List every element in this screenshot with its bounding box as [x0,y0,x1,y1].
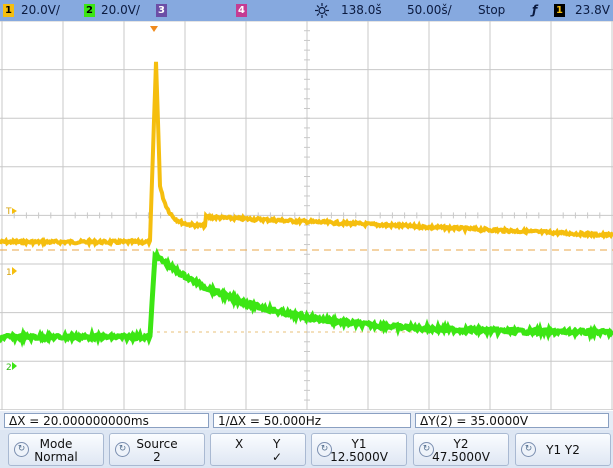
delta-y-readout: ΔY(2) = 35.0000V [415,413,609,428]
knob-icon: ↻ [317,442,332,457]
graticule [0,21,613,410]
knob-icon: ↻ [521,442,536,457]
inverse-delta-x-readout: 1/ΔX = 50.000Hz [213,413,411,428]
ch1-trigger-marker[interactable]: T [5,207,17,217]
x-y-softkey[interactable]: X Y ✓ [210,433,306,466]
knob-icon: ↻ [419,442,434,457]
y2-softkey[interactable]: ↻ Y2 47.5000V [413,433,509,466]
knob-icon: ↻ [14,442,29,457]
timebase[interactable]: 50.00š/ [407,3,452,17]
source-value: 2 [153,450,161,464]
ch4-indicator[interactable]: 4 [236,4,247,17]
ch2-scale[interactable]: 20.0V/ [101,3,140,17]
y1-value: 12.5000V [330,450,388,464]
y1-y2-label: Y1 Y2 [546,443,580,457]
y1-y2-softkey[interactable]: ↻ Y1 Y2 [515,433,611,466]
ch1-waveform [0,61,613,249]
y-label: Y [273,437,281,451]
waveform-display[interactable]: T 1 2 [0,21,613,410]
ch2-waveform [0,247,613,348]
mode-value: Normal [34,450,78,464]
x-label: X [235,437,244,451]
y1-softkey[interactable]: ↻ Y1 12.5000V [311,433,407,466]
ch1-scale[interactable]: 20.0V/ [21,3,60,17]
ch2-ground-marker[interactable]: 2 [6,362,17,373]
mode-label: Mode [39,437,73,451]
run-state[interactable]: Stop [478,3,506,17]
source-softkey[interactable]: ↻ Source 2 [109,433,205,466]
trigger-source-indicator[interactable]: 1 [554,4,565,17]
mode-softkey[interactable]: ↻ Mode Normal [8,433,104,466]
knob-icon: ↻ [115,442,130,457]
trigger-position-marker[interactable] [150,26,158,32]
ch3-indicator[interactable]: 3 [156,4,167,17]
svg-text:1: 1 [6,268,12,278]
y2-label: Y2 [453,437,469,451]
trigger-edge-icon: ƒ [532,3,538,17]
svg-text:T: T [5,207,12,217]
source-label: Source [136,437,178,451]
softkey-bar: ↻ Mode Normal ↻ Source 2 X Y ✓ ↻ Y1 12.5… [0,430,613,468]
sun-cursor-icon [314,0,330,21]
ch2-indicator[interactable]: 2 [84,4,95,17]
trigger-position[interactable]: 138.0š [341,3,382,17]
ch1-ground-marker[interactable]: 1 [6,267,17,278]
y2-value: 47.5000V [432,450,490,464]
svg-text:2: 2 [6,363,12,373]
measurement-row: ΔX = 20.000000000ms 1/ΔX = 50.000Hz ΔY(2… [0,411,613,430]
check-icon: ✓ [272,450,283,464]
status-bar: 1 20.0V/ 2 20.0V/ 3 4 138.0š 50.00š/ Sto… [0,0,613,21]
ch1-indicator[interactable]: 1 [3,4,14,17]
trigger-level[interactable]: 23.8V [575,3,610,17]
delta-x-readout: ΔX = 20.000000000ms [4,413,209,428]
y1-label: Y1 [351,437,367,451]
